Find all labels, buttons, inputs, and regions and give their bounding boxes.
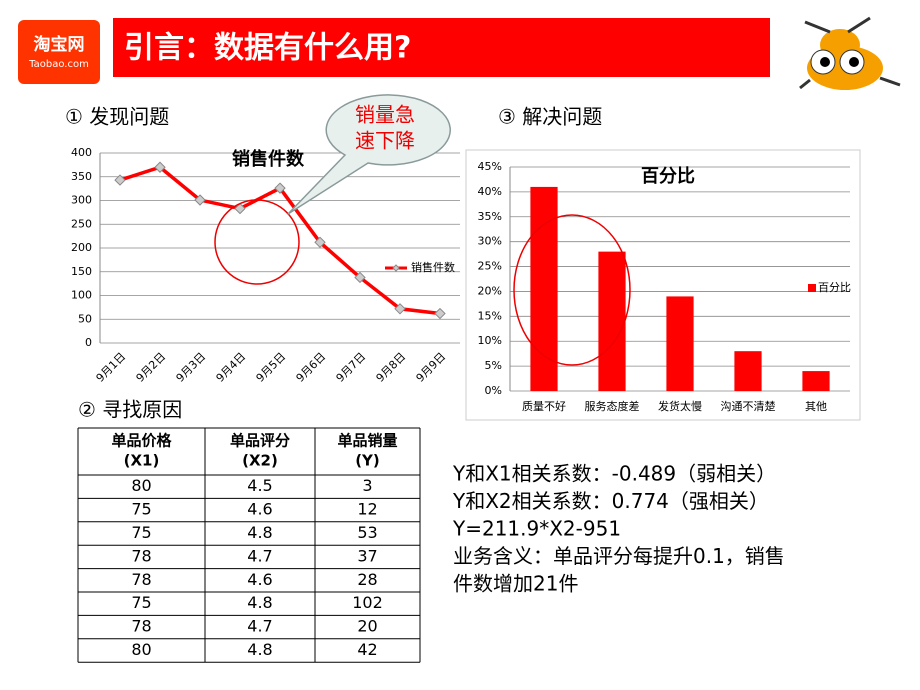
analysis: Y和X1相关系数：-0.489（弱相关） Y和X2相关系数：0.774（强相关） Y…: [452, 462, 785, 596]
analysis-line: 业务含义：单品评分每提升0.1，销售: [453, 544, 785, 568]
callout-text: 速下降: [355, 130, 415, 153]
legend-label: 销售件数: [411, 260, 455, 274]
y-tick-label: 0: [85, 336, 92, 349]
bar: [598, 251, 626, 391]
analysis-line: Y=211.9*X2-951: [452, 517, 621, 541]
y-tick-label: 20%: [478, 284, 502, 297]
marker: [394, 303, 406, 315]
bar: [530, 186, 558, 391]
y-tick-label: 50: [78, 312, 92, 325]
table-cell: 53: [357, 523, 377, 542]
logo: [18, 20, 100, 84]
table-cell: 12: [357, 500, 377, 519]
marker: [194, 194, 206, 206]
table-cell: 20: [357, 617, 377, 636]
analysis-line: Y和X2相关系数：0.774（强相关）: [452, 489, 769, 513]
table-cell: 28: [357, 570, 377, 589]
x-tick-label: 服务态度差: [585, 399, 640, 413]
table-cell: 4.6: [247, 500, 272, 519]
chart-title: 百分比: [641, 166, 695, 187]
table-cell: 4.7: [247, 546, 272, 565]
x-tick-label: 其他: [805, 400, 827, 413]
title-bar: [113, 18, 770, 77]
table-cell: 78: [131, 546, 151, 565]
table-cell: 42: [357, 640, 377, 659]
y-tick-label: 10%: [478, 334, 502, 347]
analysis-line: Y和X1相关系数：-0.489（弱相关）: [452, 462, 776, 486]
table-cell: 4.8: [247, 593, 272, 612]
y-tick-label: 250: [71, 217, 92, 230]
x-tick-label: 质量不好: [522, 399, 566, 413]
table-cell: 75: [131, 500, 151, 519]
table-header: 单品价格: [111, 432, 172, 450]
bar: [734, 351, 762, 391]
bar: [666, 296, 694, 391]
logo-en: Taobao.com: [28, 59, 89, 70]
section-label: ② 寻找原因: [78, 398, 182, 422]
marker: [154, 161, 166, 173]
table-header: (X1): [124, 452, 160, 470]
table-cell: 4.8: [247, 523, 272, 542]
section-label: ③ 解决问题: [498, 105, 602, 129]
mascot: [799, 16, 901, 90]
y-tick-label: 100: [71, 289, 92, 302]
marker: [114, 174, 126, 186]
y-tick-label: 25%: [478, 260, 502, 273]
y-tick-label: 35%: [478, 210, 502, 223]
table-cell: 80: [131, 476, 151, 495]
highlight-circle: [214, 199, 300, 285]
table-header: (Y): [355, 452, 380, 470]
x-tick-label: 沟通不清楚: [721, 399, 776, 413]
table-cell: 3: [362, 476, 372, 495]
analysis-line: 件数增加21件: [453, 572, 578, 596]
y-tick-label: 40%: [478, 185, 502, 198]
table: 单品价格 (X1) 单品评分 (X2) 单品销量 (Y) 80 4.5 3 75 4.6 12 75 4.…: [77, 427, 421, 663]
table-cell: 75: [131, 593, 151, 612]
x-tick-label: 发货太慢: [658, 399, 702, 413]
y-tick-label: 5%: [485, 359, 502, 372]
legend-swatch: [808, 284, 816, 292]
table-cell: 80: [131, 640, 151, 659]
y-tick-label: 150: [71, 265, 92, 278]
table-cell: 4.6: [247, 570, 272, 589]
table-cell: 4.7: [247, 617, 272, 636]
y-tick-label: 15%: [478, 309, 502, 322]
table-header: 单品评分: [230, 432, 290, 450]
table-cell: 78: [131, 570, 151, 589]
callout-text: 销量急: [355, 104, 415, 127]
marker: [274, 182, 286, 194]
legend-marker: [392, 264, 400, 272]
legend-label: 百分比: [818, 281, 851, 294]
table-header: 单品销量: [337, 432, 397, 450]
chart-frame: [465, 149, 861, 421]
y-tick-label: 300: [71, 194, 92, 207]
title: 引言：数据有什么用?: [124, 31, 411, 66]
logo-cn: 淘宝网: [34, 34, 85, 55]
table-cell: 78: [131, 617, 151, 636]
highlight-circle: [513, 214, 631, 366]
table-cell: 4.5: [247, 476, 272, 495]
callout: [287, 94, 451, 215]
marker: [354, 271, 366, 284]
y-tick-label: 30%: [478, 235, 502, 248]
marker: [234, 202, 246, 215]
y-tick-label: 200: [71, 241, 92, 254]
y-tick-label: 0%: [485, 384, 502, 397]
table-cell: 37: [357, 546, 377, 565]
table-header: (X2): [242, 452, 278, 470]
table-cell: 75: [131, 523, 151, 542]
table-cell: 4.8: [247, 640, 272, 659]
chart-title: 销售件数: [232, 148, 305, 170]
y-tick-label: 350: [71, 170, 92, 183]
y-tick-label: 45%: [478, 160, 502, 173]
section-label: ① 发现问题: [65, 105, 169, 129]
y-tick-label: 400: [71, 146, 92, 159]
marker: [434, 307, 446, 320]
bar: [802, 371, 830, 391]
table-cell: 102: [352, 593, 383, 612]
marker: [314, 236, 326, 249]
